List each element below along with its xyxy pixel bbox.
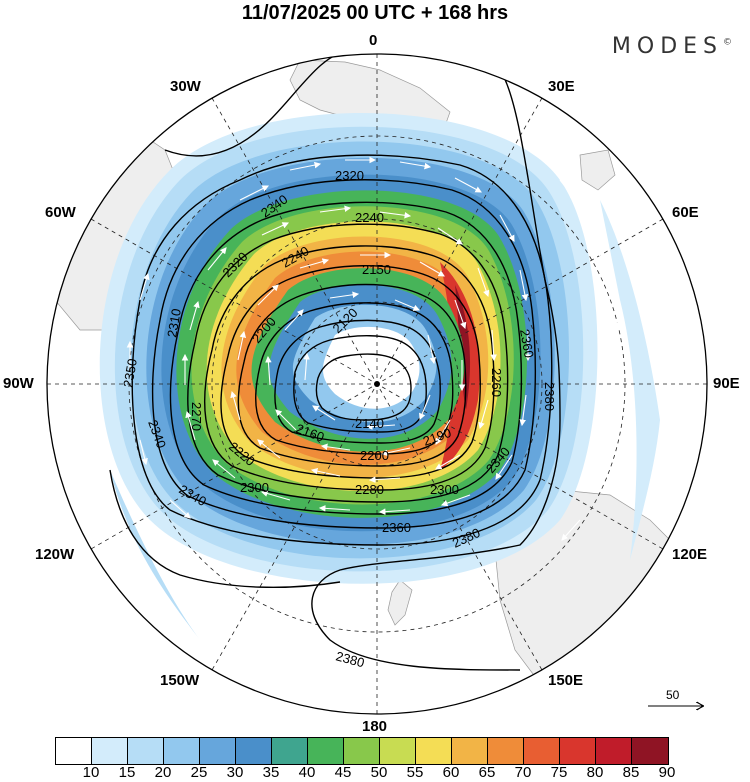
contour-label: 2300 [430, 482, 459, 497]
colorbar-swatch [308, 738, 344, 764]
lon-label-90w: 90W [3, 375, 34, 392]
lon-label-60w: 60W [45, 204, 76, 221]
colorbar-swatch [416, 738, 452, 764]
colorbar-swatch [524, 738, 560, 764]
contour-label: 2280 [355, 482, 384, 497]
contour-label: 2320 [335, 168, 364, 183]
colorbar-swatch [488, 738, 524, 764]
brand-name: MODES [611, 34, 723, 59]
colorbar-swatch [56, 738, 92, 764]
colorbar-tick-label: 25 [190, 764, 208, 781]
colorbar-swatch [596, 738, 632, 764]
colorbar-swatch [200, 738, 236, 764]
colorbar-tick-label: 70 [514, 764, 532, 781]
colorbar-tick-label: 30 [226, 764, 244, 781]
lon-label-0: 0 [369, 32, 378, 49]
colorbar-swatch [560, 738, 596, 764]
colorbar-tick-label: 80 [586, 764, 604, 781]
height-contours [109, 54, 561, 671]
colorbar-swatch [452, 738, 488, 764]
reference-arrow-icon [648, 701, 708, 711]
colorbar-swatch [128, 738, 164, 764]
contour-label: 2360 [382, 520, 411, 535]
colorbar-tick-label: 90 [658, 764, 676, 781]
lon-label-120e: 120E [672, 546, 708, 563]
colorbar-tick-label: 65 [478, 764, 496, 781]
colorbar-tick-label: 50 [370, 764, 388, 781]
colorbar-ticks: 10 15 20 25 30 35 40 45 50 55 60 65 70 75 80 85 90 [0, 764, 750, 782]
map-disk: 2320 2340 2240 2240 2150 2320 2310 2120 … [47, 54, 707, 714]
colorbar-tick-label: 75 [550, 764, 568, 781]
south-pole-marker [374, 381, 380, 387]
colorbar-tick-label: 40 [298, 764, 316, 781]
colorbar-tick-label: 85 [622, 764, 640, 781]
colorbar-swatch [236, 738, 272, 764]
contour-label: 2140 [355, 416, 384, 431]
land-madagascar [579, 149, 616, 191]
reference-vector-value: 50 [666, 688, 680, 702]
colorbar-tick-label: 55 [406, 764, 424, 781]
colorbar-swatch [344, 738, 380, 764]
colorbar-tick-label: 10 [82, 764, 100, 781]
colorbar-tick-label: 45 [334, 764, 352, 781]
contour-label: 2300 [240, 480, 269, 495]
contour-label: 2240 [355, 210, 384, 225]
colorbar-swatch [380, 738, 416, 764]
contour-label: 2380 [334, 648, 366, 670]
land-new-zealand [387, 579, 413, 626]
contour-label: 2360 [517, 328, 537, 359]
colorbar-tick-label: 35 [262, 764, 280, 781]
contour-label: 2380 [542, 382, 557, 411]
colorbar-swatch [164, 738, 200, 764]
contour-label: 2200 [360, 448, 389, 463]
contour-label: 2260 [489, 368, 504, 397]
wind-vectors [126, 156, 634, 541]
lon-label-180: 180 [362, 718, 388, 735]
lon-label-90e: 90E [713, 375, 740, 392]
map-boundary [46, 53, 708, 715]
lon-label-120w: 120W [35, 546, 75, 563]
colorbar-tick-label: 20 [154, 764, 172, 781]
colorbar [55, 737, 669, 765]
colorbar-tick-label: 15 [118, 764, 136, 781]
colorbar-swatch [272, 738, 308, 764]
contour-label: 2350 [120, 357, 140, 388]
lon-label-150e: 150E [548, 672, 584, 689]
contour-label: 2270 [189, 402, 204, 431]
colorbar-swatch [92, 738, 128, 764]
lon-label-150w: 150W [160, 672, 200, 689]
brand-mark: © [723, 37, 732, 48]
contour-label: 2310 [164, 307, 184, 338]
colorbar-tick-label: 60 [442, 764, 460, 781]
lon-label-60e: 60E [672, 204, 699, 221]
reference-vector: 50 [648, 688, 708, 718]
map-title: 11/07/2025 00 UTC + 168 hrs [241, 2, 509, 24]
contour-label: 2150 [362, 262, 391, 277]
colorbar-swatch [632, 738, 668, 764]
lon-label-30e: 30E [548, 78, 575, 95]
lon-label-30w: 30W [170, 78, 201, 95]
brand-logo: MODES© [612, 34, 732, 59]
polar-map: 2320 2340 2240 2240 2150 2320 2310 2120 … [46, 53, 708, 715]
